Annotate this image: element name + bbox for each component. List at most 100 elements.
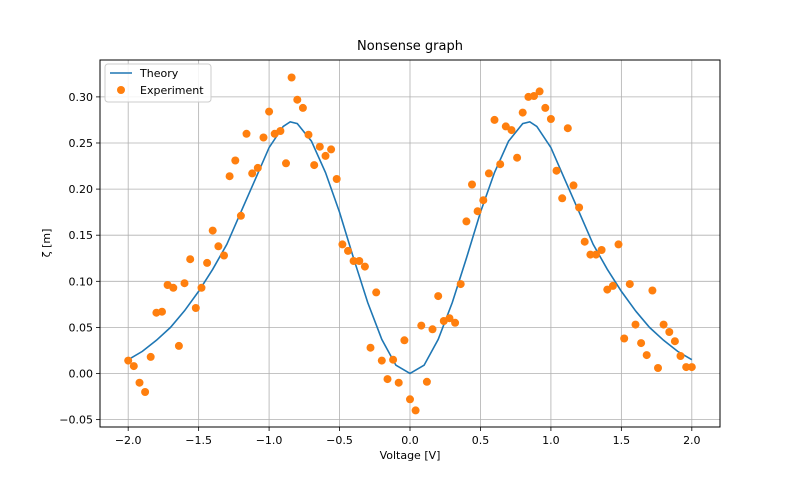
experiment-point [676,352,685,360]
legend-experiment-swatch [117,86,125,94]
experiment-point [625,280,634,289]
experiment-point [575,203,584,212]
experiment-point [242,129,251,138]
y-tick-label: 0.10 [69,275,94,288]
x-tick-label: −0.5 [326,434,353,447]
experiment-point [518,108,527,117]
experiment-point [608,281,617,290]
x-tick-label: 1.0 [542,434,560,447]
legend: Theory Experiment [104,63,212,103]
experiment-point [158,307,166,316]
experiment-point [496,160,505,169]
experiment-point [220,251,228,260]
chart-title: Nonsense graph [357,39,463,54]
experiment-point [248,169,257,178]
experiment-point [569,181,578,190]
experiment-point [231,156,240,165]
experiment-point [394,378,403,387]
experiment-point [259,133,268,142]
experiment-point [293,95,302,104]
experiment-point [129,362,138,371]
x-tick-label: −2.0 [115,434,142,447]
experiment-point [490,115,499,124]
experiment-point [422,377,431,386]
experiment-point [310,161,319,170]
experiment-point [484,169,493,178]
experiment-point [479,196,488,205]
experiment-point [670,337,679,346]
experiment-point [174,341,183,350]
y-axis-label: ζ [m] [40,229,53,258]
experiment-point [180,279,189,288]
experiment-point [654,364,662,372]
experiment-point [451,318,460,327]
experiment-point [191,304,200,312]
experiment-point [276,127,285,135]
experiment-point [507,126,516,135]
experiment-point [197,283,206,292]
experiment-point [332,175,341,183]
experiment-point [298,103,307,112]
x-tick-label: 2.0 [683,434,701,447]
experiment-point [338,240,347,249]
experiment-point [637,339,646,348]
x-axis: −2.0 −1.5 −1.0 −0.5 0.0 0.5 1.0 1.5 2.0 [115,427,701,447]
experiment-point [597,246,606,254]
experiment-point [614,240,623,249]
experiment-point [349,257,358,265]
experiment-point [389,355,398,364]
experiment-point [287,73,296,82]
x-tick-label: −1.0 [256,434,283,447]
y-tick-label: 0.00 [69,368,94,381]
experiment-point [563,124,572,133]
experiment-point [592,250,600,259]
experiment-point [445,314,454,323]
y-tick-label: 0.05 [69,321,94,334]
y-tick-label: 0.20 [69,183,94,196]
experiment-point [558,194,567,203]
experiment-point [513,153,522,162]
experiment-point [552,166,561,175]
experiment-point [265,107,274,116]
experiment-point [462,217,471,226]
experiment-point [186,255,195,264]
experiment-point [124,356,133,365]
experiment-point [372,288,381,297]
y-tick-label: −0.05 [59,414,93,427]
series-theory [127,120,693,375]
experiment-point [203,258,212,267]
experiment-point [682,363,691,372]
experiment-point [541,103,550,112]
experiment-point [360,262,369,271]
legend-theory-label: Theory [139,67,179,80]
experiment-point [648,286,657,295]
y-axis: −0.05 0.00 0.05 0.10 0.15 0.20 0.25 0.30 [59,91,100,427]
experiment-point [411,406,420,415]
experiment-point [665,328,674,336]
experiment-point [473,207,482,216]
experiment-point [282,159,290,168]
experiment-point [687,363,696,372]
experiment-point [400,336,409,345]
experiment-point [141,388,150,396]
experiment-point [535,87,544,96]
experiment-point [236,211,245,220]
experiment-point [135,378,144,387]
y-tick-label: 0.30 [69,91,94,104]
experiment-point [530,92,538,100]
experiment-point [468,180,476,189]
experiment-point [546,115,555,123]
legend-experiment-label: Experiment [140,84,204,97]
experiment-point [377,356,386,365]
experiment-point [304,130,313,139]
experiment-point [344,246,352,255]
experiment-point [428,325,437,334]
experiment-point [327,145,336,154]
experiment-point [434,292,443,301]
x-tick-label: 0.5 [472,434,490,447]
experiment-point [456,280,465,289]
y-tick-label: 0.25 [69,137,94,150]
experiment-point [383,375,392,384]
experiment-point [208,226,217,235]
